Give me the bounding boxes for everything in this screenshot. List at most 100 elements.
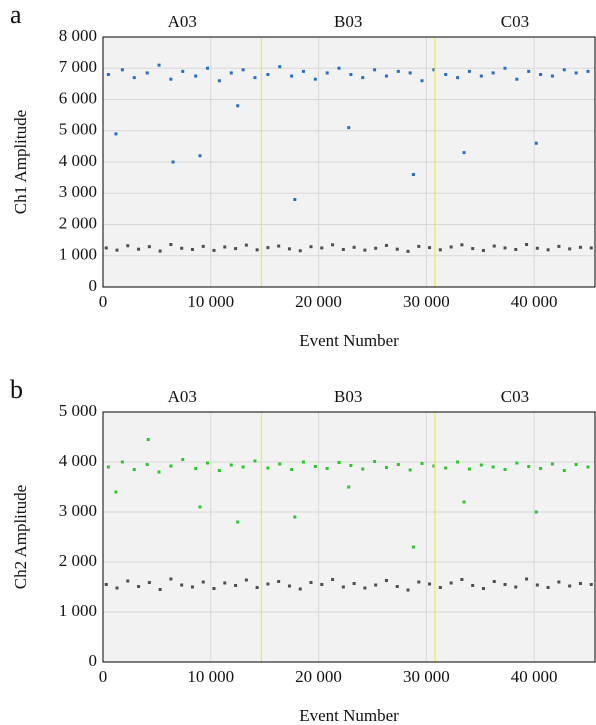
x-axis-label: Event Number xyxy=(299,706,399,725)
droplet xyxy=(190,248,194,251)
y-tick-label: 3 000 xyxy=(59,501,97,520)
droplet xyxy=(525,243,529,246)
x-tick-label: 40 000 xyxy=(511,292,558,311)
well-label: B03 xyxy=(334,12,362,31)
y-tick-label: 0 xyxy=(89,276,98,295)
droplet xyxy=(438,586,442,589)
droplet xyxy=(479,463,483,467)
droplet xyxy=(298,249,302,253)
droplet xyxy=(417,580,421,584)
droplet xyxy=(331,578,335,581)
droplet xyxy=(428,246,432,250)
droplet xyxy=(589,246,593,250)
droplet xyxy=(562,68,566,72)
droplet xyxy=(467,69,471,73)
droplet xyxy=(568,247,572,251)
droplet xyxy=(408,468,412,472)
y-axis-label: Ch2 Amplitude xyxy=(11,485,30,589)
droplet xyxy=(444,73,448,76)
droplet xyxy=(206,461,210,465)
droplet xyxy=(180,583,184,587)
droplet xyxy=(115,248,119,252)
droplet xyxy=(137,585,141,588)
droplet xyxy=(578,245,582,249)
droplet xyxy=(449,245,453,249)
droplet xyxy=(514,585,518,589)
droplet xyxy=(467,467,471,471)
droplet xyxy=(266,246,270,250)
droplet xyxy=(114,490,118,494)
droplet xyxy=(539,73,543,76)
y-tick-label: 4 000 xyxy=(59,151,97,170)
droplet xyxy=(287,247,291,251)
droplet xyxy=(428,582,432,586)
droplet xyxy=(460,243,464,247)
droplet xyxy=(120,68,124,72)
droplet xyxy=(313,77,317,81)
droplet xyxy=(514,248,518,251)
droplet xyxy=(515,461,519,465)
x-axis-label: Event Number xyxy=(299,331,399,350)
droplet xyxy=(190,585,194,589)
x-tick-label: 10 000 xyxy=(187,667,234,686)
droplet xyxy=(406,249,410,253)
droplet xyxy=(341,248,345,251)
y-axis-label: Ch1 Amplitude xyxy=(11,110,30,214)
droplet xyxy=(337,66,341,70)
droplet xyxy=(525,577,529,581)
droplet xyxy=(492,244,496,248)
droplet xyxy=(462,151,466,155)
droplet xyxy=(201,244,205,248)
x-tick-label: 40 000 xyxy=(511,667,558,686)
droplet xyxy=(313,465,317,468)
x-tick-label: 0 xyxy=(99,292,108,311)
droplet xyxy=(337,461,341,464)
droplet xyxy=(534,141,538,145)
droplet xyxy=(492,580,496,583)
droplet xyxy=(278,65,282,69)
x-tick-label: 20 000 xyxy=(295,292,342,311)
droplet xyxy=(417,244,421,248)
droplet xyxy=(244,578,248,582)
droplet xyxy=(373,68,377,72)
droplet xyxy=(145,463,149,466)
droplet xyxy=(255,586,259,589)
droplet xyxy=(293,198,297,201)
droplet xyxy=(503,583,507,586)
droplet xyxy=(266,466,270,470)
droplet xyxy=(578,582,582,585)
droplet xyxy=(253,459,257,463)
droplet xyxy=(479,74,483,78)
droplet xyxy=(471,247,475,251)
droplet xyxy=(320,246,324,250)
droplet xyxy=(132,468,136,471)
droplet xyxy=(301,69,305,73)
droplet xyxy=(374,583,378,587)
droplet xyxy=(349,73,353,76)
droplet xyxy=(574,463,578,466)
droplet xyxy=(212,248,216,252)
droplet xyxy=(503,246,507,250)
droplet xyxy=(132,76,136,80)
droplet xyxy=(229,463,233,467)
droplet xyxy=(456,460,460,464)
droplet xyxy=(120,460,124,464)
x-tick-label: 20 000 xyxy=(295,667,342,686)
droplet xyxy=(396,69,400,73)
droplet xyxy=(241,68,245,72)
droplet xyxy=(384,579,388,582)
droplet xyxy=(557,580,561,584)
droplet xyxy=(287,584,291,588)
droplet xyxy=(194,74,198,78)
droplet xyxy=(527,465,531,468)
droplet xyxy=(331,243,335,247)
y-tick-label: 7 000 xyxy=(59,57,97,76)
y-tick-label: 6 000 xyxy=(59,88,97,107)
droplet xyxy=(491,71,495,75)
droplet xyxy=(277,244,281,248)
y-tick-label: 5 000 xyxy=(59,120,97,139)
droplet xyxy=(158,249,162,253)
droplet xyxy=(104,583,108,586)
droplet xyxy=(481,587,485,590)
